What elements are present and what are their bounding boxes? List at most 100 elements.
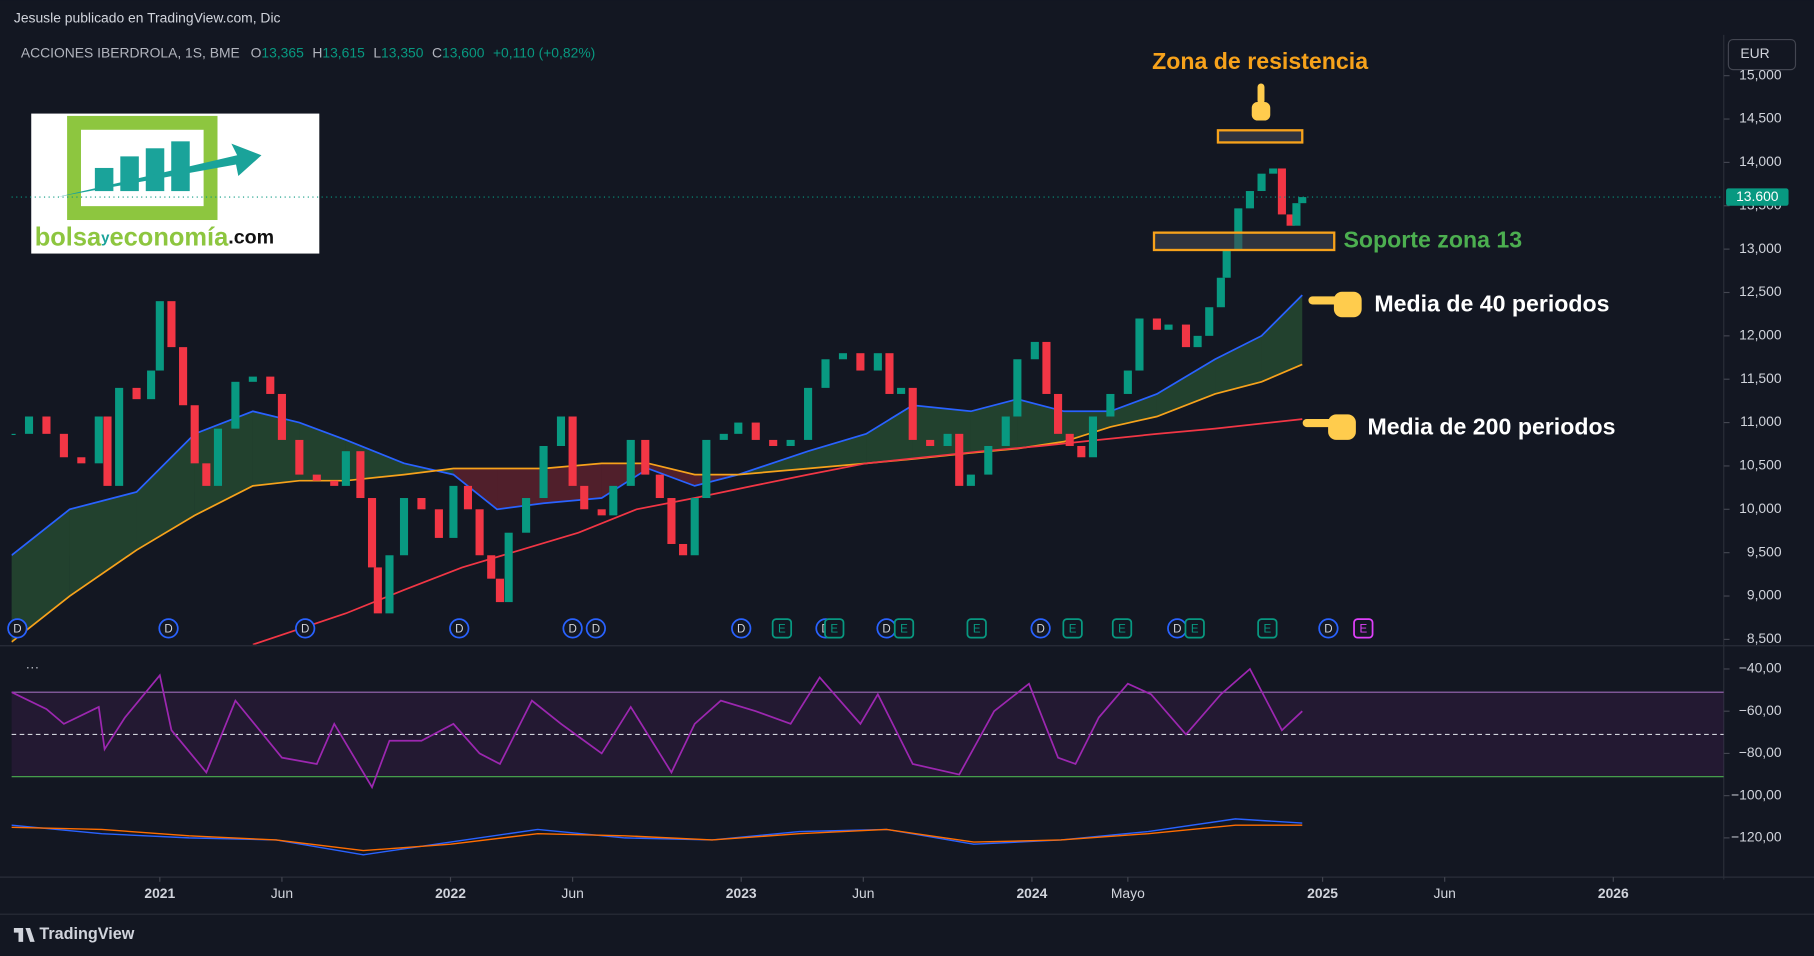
- y-tick-label: 8,500: [1747, 630, 1782, 646]
- zone-box: [1216, 129, 1304, 144]
- candle: [1077, 445, 1086, 458]
- candle: [417, 498, 426, 510]
- candle: [24, 416, 34, 434]
- candle: [1181, 324, 1191, 348]
- candle: [1216, 277, 1225, 308]
- y-tick-label: 11,500: [1740, 370, 1782, 386]
- candle: [373, 567, 382, 614]
- x-tick-label: Jun: [852, 885, 874, 901]
- dividend-marker: [731, 618, 752, 639]
- candle: [655, 474, 664, 499]
- dividend-marker: [585, 618, 606, 639]
- earnings-label: E: [1264, 624, 1272, 636]
- ohlc-key: C: [432, 44, 442, 60]
- currency: EUR: [1740, 45, 1769, 61]
- y-tick-label: 13,000: [1739, 240, 1782, 256]
- long-average: [252, 418, 1303, 645]
- dividend-label: D: [882, 624, 890, 636]
- ohlc-value: 13,365: [261, 44, 304, 60]
- ma-fill: [1215, 335, 1262, 394]
- ma-fill: [1261, 295, 1303, 382]
- candle: [609, 485, 618, 516]
- x-tick-label: 2026: [1598, 885, 1629, 901]
- candle: [885, 353, 894, 394]
- earnings-marker: [1111, 618, 1133, 639]
- candle: [356, 451, 365, 499]
- candle: [1042, 341, 1051, 394]
- candle: [719, 433, 728, 440]
- zone-label: Soporte zona 13: [1343, 226, 1522, 252]
- candle: [856, 353, 865, 371]
- candle: [769, 439, 778, 446]
- dividend-marker: [562, 618, 583, 639]
- candle: [266, 376, 275, 394]
- candle: [399, 498, 409, 556]
- y-tick-label: 15,000: [1739, 66, 1782, 82]
- lower-tick-label: −60,00: [1739, 702, 1782, 718]
- candle: [1001, 416, 1010, 446]
- candle: [312, 474, 321, 481]
- candle: [475, 509, 484, 556]
- earnings-marker: [966, 618, 987, 639]
- ma-fill: [1017, 399, 1064, 449]
- ohlc-key: L: [373, 44, 381, 60]
- tv-icon: [13, 928, 35, 942]
- rsi-line: [11, 667, 1303, 790]
- moving-average: [11, 363, 1303, 643]
- candle: [580, 485, 589, 510]
- last-price-label: 13.600: [1736, 188, 1779, 204]
- y-tick-label: 12,000: [1739, 327, 1782, 343]
- candle: [77, 457, 86, 464]
- lower-tick-label: −80,00: [1739, 744, 1782, 760]
- dividend-label: D: [1036, 624, 1044, 636]
- candle: [202, 463, 211, 486]
- candle: [341, 451, 350, 486]
- candle: [522, 498, 531, 533]
- logo: bolsayeconomía.com: [31, 113, 320, 254]
- earnings-label: E: [830, 624, 838, 636]
- legend: ACCIONES IBERDROLA, 1S, BME O13,365 H13,…: [21, 44, 595, 60]
- candle: [1286, 214, 1295, 226]
- candle: [1292, 203, 1301, 226]
- candle: [966, 474, 975, 486]
- logo-part: economía: [110, 223, 230, 251]
- x-tick-label: 2025: [1307, 885, 1338, 901]
- candle: [734, 422, 743, 434]
- candle: [1088, 416, 1098, 458]
- candle: [449, 485, 458, 538]
- ma-fill: [1063, 411, 1111, 442]
- candle: [597, 509, 606, 516]
- earnings-marker: [1353, 618, 1374, 639]
- earnings-label: E: [1069, 624, 1077, 636]
- candle: [277, 393, 286, 440]
- candle: [147, 370, 156, 400]
- dividend-marker: [449, 618, 470, 639]
- candle: [103, 416, 112, 486]
- earnings-marker: [893, 618, 915, 639]
- ma-fill: [299, 422, 346, 481]
- candle: [94, 416, 103, 464]
- candle: [568, 416, 577, 486]
- candle: [838, 353, 848, 360]
- lower-tick-label: −100,00: [1731, 786, 1782, 802]
- y-tick-label: 9,500: [1747, 543, 1782, 559]
- candle: [155, 301, 164, 371]
- earnings-label: E: [1118, 624, 1126, 636]
- lower-tick-label: −120,00: [1731, 829, 1782, 845]
- candle: [751, 422, 760, 440]
- y-tick-label: 10,500: [1739, 457, 1782, 473]
- candle: [59, 433, 68, 458]
- candle: [690, 498, 699, 556]
- candle: [231, 381, 240, 429]
- currency-box[interactable]: [1727, 38, 1797, 71]
- x-tick-label: 2024: [1016, 885, 1047, 901]
- candle: [1106, 393, 1115, 417]
- logo-part: y: [101, 229, 110, 246]
- candle: [1234, 208, 1243, 250]
- candle: [804, 387, 813, 440]
- candle: [434, 509, 443, 538]
- dividend-label: D: [568, 624, 576, 636]
- candle: [1013, 359, 1022, 417]
- dividend-marker: [295, 618, 316, 639]
